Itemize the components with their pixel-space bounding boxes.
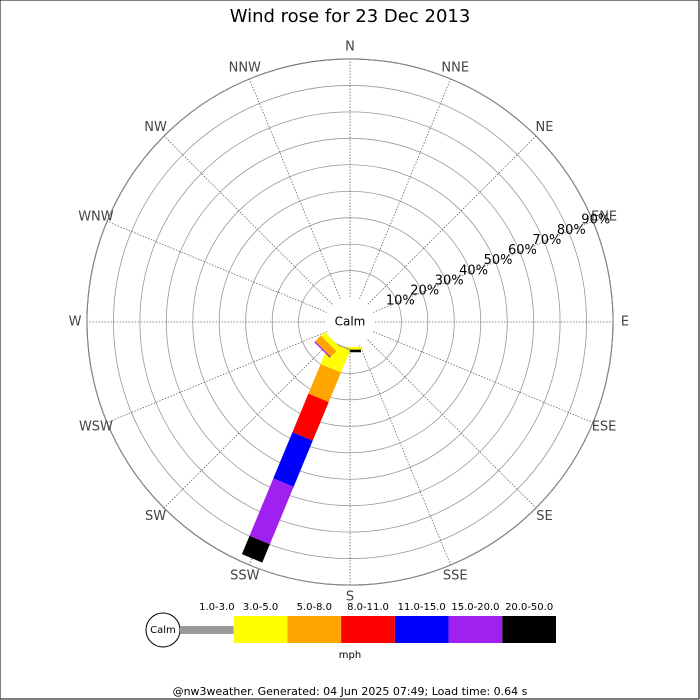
footer: @nw3weather. Generated: 04 Jun 2025 07:4… bbox=[173, 685, 528, 698]
legend-label: 15.0-20.0 bbox=[451, 602, 499, 613]
bar-segment bbox=[320, 331, 341, 352]
ring-tick-label: 60% bbox=[508, 243, 537, 258]
grid-ring bbox=[298, 270, 402, 374]
direction-label: WNW bbox=[78, 209, 114, 224]
direction-label: NNW bbox=[229, 60, 261, 75]
calm-circle bbox=[325, 297, 375, 347]
legend-swatch bbox=[180, 626, 234, 634]
legend-label: 5.0-8.0 bbox=[297, 602, 332, 613]
grid-ring bbox=[139, 111, 561, 533]
bar-segment bbox=[315, 335, 337, 357]
spoke bbox=[359, 344, 452, 566]
legend-swatch bbox=[287, 616, 342, 643]
spoke bbox=[367, 135, 537, 305]
legend-label: 8.0-11.0 bbox=[347, 602, 389, 613]
direction-label: ENE bbox=[591, 209, 617, 224]
spoke bbox=[372, 331, 594, 424]
ring-tick-label: 70% bbox=[532, 233, 561, 248]
calm-label: Calm bbox=[335, 315, 366, 329]
legend-swatch bbox=[394, 616, 449, 643]
ring-tick-label: 90% bbox=[581, 213, 610, 228]
ring-tick-label: 50% bbox=[484, 253, 513, 268]
direction-label: SE bbox=[536, 509, 552, 524]
chart-title: Wind rose for 23 Dec 2013 bbox=[230, 6, 471, 27]
legend-swatch bbox=[502, 616, 556, 643]
legend-swatch bbox=[448, 616, 503, 643]
spoke bbox=[106, 220, 328, 313]
bar-segment bbox=[273, 432, 313, 487]
direction-label: N bbox=[345, 40, 355, 55]
legend-swatch bbox=[341, 616, 395, 643]
direction-label: NE bbox=[535, 120, 553, 135]
legend-units: mph bbox=[339, 650, 361, 661]
bar-segment bbox=[241, 535, 270, 563]
ring-tick-label: 30% bbox=[435, 273, 464, 288]
legend-swatch bbox=[233, 616, 288, 643]
direction-label: ESE bbox=[592, 420, 617, 435]
direction-label: S bbox=[346, 590, 354, 605]
legend-label: 20.0-50.0 bbox=[505, 602, 553, 613]
spoke bbox=[163, 135, 333, 305]
bar-segment bbox=[314, 341, 331, 358]
spoke bbox=[106, 331, 328, 424]
ring-tick-label: 10% bbox=[386, 294, 415, 309]
bar-segment bbox=[249, 478, 294, 545]
bar-segment bbox=[292, 393, 329, 441]
direction-label: WSW bbox=[79, 420, 113, 435]
legend-label: 11.0-15.0 bbox=[398, 602, 446, 613]
spoke bbox=[372, 220, 594, 313]
legend-calm-label: Calm bbox=[150, 625, 176, 636]
spoke bbox=[359, 78, 452, 300]
grid-ring bbox=[165, 137, 535, 507]
direction-label: W bbox=[69, 315, 82, 330]
bar-segment bbox=[308, 364, 341, 403]
ring-tick-label: 20% bbox=[410, 284, 439, 299]
spoke bbox=[163, 339, 333, 509]
direction-label: SSW bbox=[230, 569, 260, 584]
direction-label: NNE bbox=[441, 60, 469, 75]
ring-tick-label: 80% bbox=[557, 223, 586, 238]
direction-label: NW bbox=[144, 120, 167, 135]
ring-tick-label: 40% bbox=[459, 263, 488, 278]
direction-label: SW bbox=[145, 509, 166, 524]
direction-label: E bbox=[621, 315, 629, 330]
legend-label: 1.0-3.0 bbox=[199, 602, 234, 613]
spoke bbox=[367, 339, 537, 509]
spoke bbox=[248, 78, 341, 300]
direction-label: SSE bbox=[443, 569, 468, 584]
grid-ring bbox=[113, 85, 587, 559]
legend-label: 3.0-5.0 bbox=[243, 602, 278, 613]
grid-ring bbox=[271, 243, 429, 401]
